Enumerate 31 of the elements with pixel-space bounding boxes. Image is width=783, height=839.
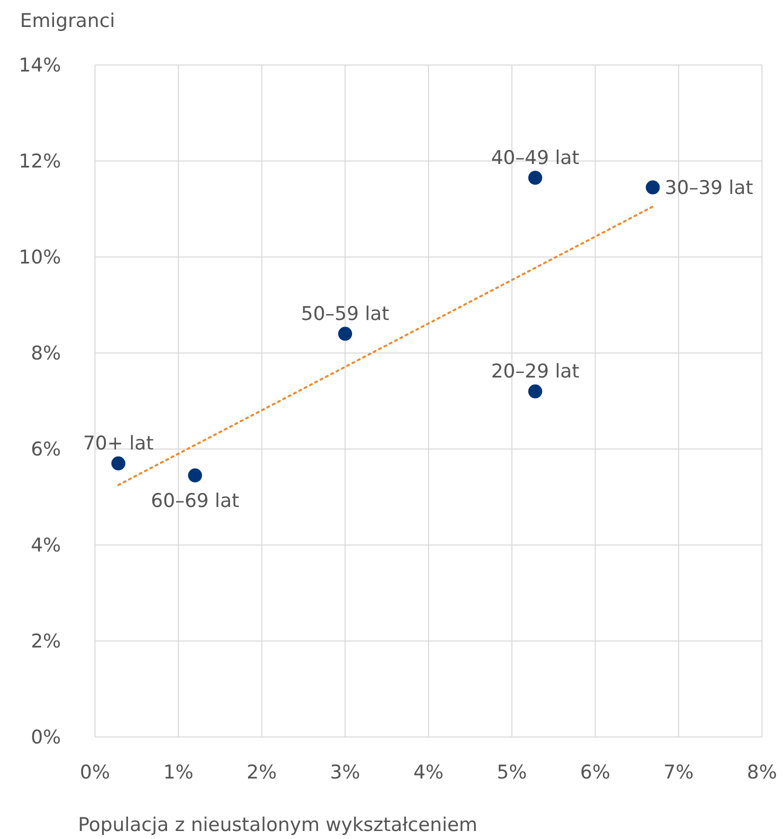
x-tick-label: 3% xyxy=(330,761,360,784)
y-tick-label: 10% xyxy=(18,246,61,269)
y-tick-label: 6% xyxy=(30,438,61,461)
y-tick-label: 2% xyxy=(30,630,61,653)
point xyxy=(528,170,542,185)
annotation: 70+ lat xyxy=(83,432,154,454)
point xyxy=(338,326,352,341)
y-tick-label: 12% xyxy=(18,150,61,173)
point xyxy=(111,456,126,470)
y-axis-title: Emigranci xyxy=(20,10,116,32)
y-tick-label: 14% xyxy=(18,54,61,77)
point xyxy=(528,384,542,398)
annotation: 40–49 lat xyxy=(491,146,580,169)
x-tick-label: 1% xyxy=(163,761,194,784)
annotation: 50–59 lat xyxy=(300,302,390,325)
y-tick-label: 8% xyxy=(30,342,61,365)
annotation: 30–39 lat xyxy=(664,177,754,200)
annotation: 20–29 lat xyxy=(491,360,580,382)
x-tick-label: 5% xyxy=(496,761,527,784)
annotation: 60–69 lat xyxy=(150,490,240,512)
x-tick-label: 0% xyxy=(80,761,110,784)
y-tick-label: 0% xyxy=(30,726,61,749)
x-tick-label: 6% xyxy=(580,761,610,784)
x-tick-label: 2% xyxy=(246,761,277,784)
x-tick-label: 7% xyxy=(664,761,694,784)
x-axis-title: Populacja z nieustalonym wykształceniem xyxy=(78,814,478,836)
x-tick-label: 8% xyxy=(746,761,778,784)
point xyxy=(188,468,202,482)
point xyxy=(646,180,660,194)
x-tick-label: 4% xyxy=(413,761,444,784)
y-tick-label: 4% xyxy=(30,534,61,557)
